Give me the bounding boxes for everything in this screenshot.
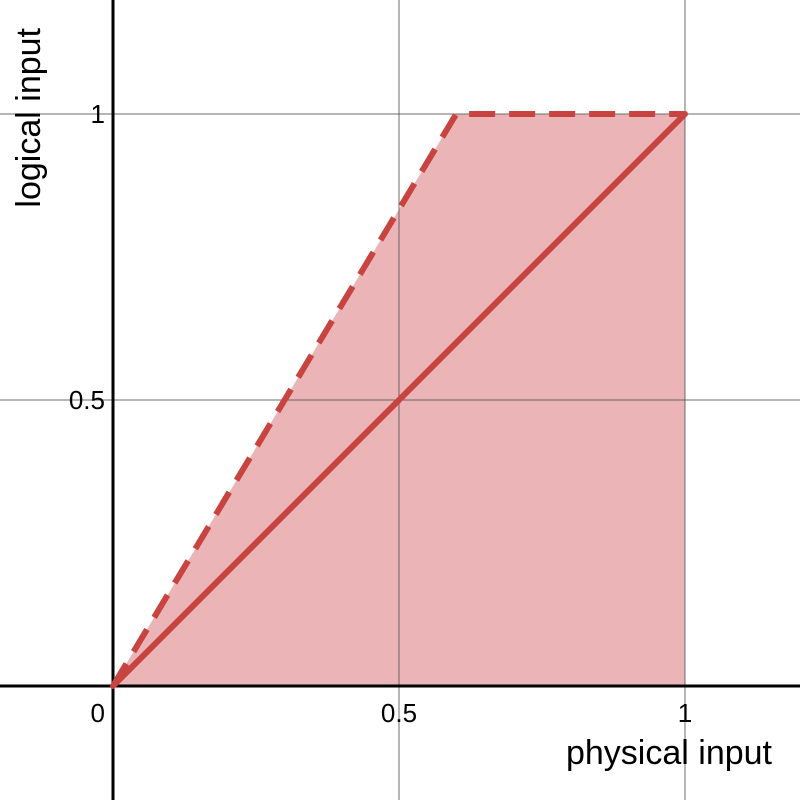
x-tick-label-0-5: 0.5 bbox=[381, 698, 417, 728]
x-tick-label-1: 1 bbox=[678, 698, 692, 728]
origin-label: 0 bbox=[91, 698, 105, 728]
y-axis-title: logical input bbox=[10, 27, 48, 207]
series-dashed-line bbox=[110, 111, 685, 688]
y-tick-label-1: 1 bbox=[91, 99, 105, 129]
series-solid-line bbox=[110, 111, 688, 689]
y-tick-label-0-5: 0.5 bbox=[69, 385, 105, 415]
x-axis-title: physical input bbox=[566, 734, 773, 772]
